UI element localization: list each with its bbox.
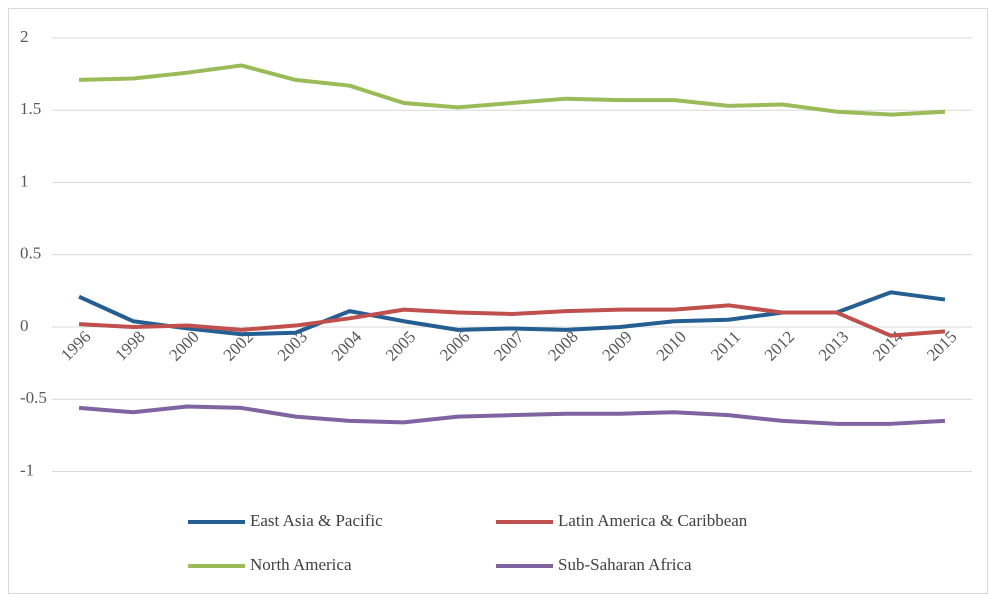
series-line [78,303,946,338]
y-tick-label: -1 [20,460,34,479]
legend-label: Latin America & Caribbean [558,511,748,530]
y-tick-label: 1.5 [20,99,41,118]
y-tick-label: -0.5 [20,388,47,407]
legend-label: North America [250,555,352,574]
legend: East Asia & Pacific Latin America & Carib… [188,511,748,574]
y-tick-label: 2 [20,27,29,46]
series-line [78,404,946,426]
y-tick-label: 1 [20,171,29,190]
y-tick-label: 0 [20,316,29,335]
legend-label: East Asia & Pacific [250,511,383,530]
y-tick-label: 0.5 [20,244,41,263]
series-line [79,63,946,117]
legend-label: Sub-Saharan Africa [558,555,692,574]
chart-border [8,8,988,594]
